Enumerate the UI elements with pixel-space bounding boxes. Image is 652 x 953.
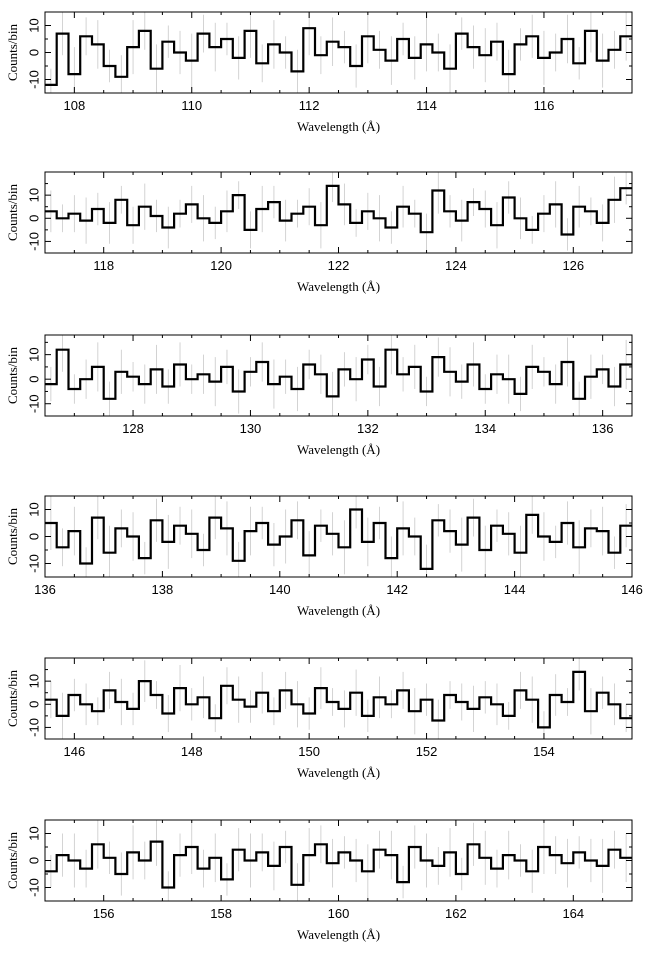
y-tick-label: 10 [27,674,42,688]
x-tick-label: 136 [592,421,614,436]
x-tick-label: 112 [299,98,320,113]
y-axis-label: Counts/bin [5,669,20,727]
y-tick-label: -10 [27,878,42,897]
y-axis-label: Counts/bin [5,183,20,241]
counts-step-line [45,184,632,236]
counts-step-line [45,670,632,729]
y-tick-label: -10 [27,70,42,89]
x-tick-label: 126 [562,258,584,273]
y-axis-label: Counts/bin [5,346,20,404]
y-tick-label: -10 [27,554,42,573]
x-axis-label: Wavelength (Å) [297,603,380,618]
y-tick-label: -10 [27,232,42,251]
x-tick-label: 154 [533,744,555,759]
x-tick-label: 164 [562,906,584,921]
plot-area [45,172,632,251]
y-tick-label: 0 [27,215,42,222]
plot-area [45,496,632,577]
x-tick-label: 158 [210,906,232,921]
y-tick-label: 0 [27,533,42,540]
x-tick-label: 146 [621,582,643,597]
y-axis-label: Counts/bin [5,831,20,889]
x-tick-label: 108 [63,98,85,113]
x-tick-label: 114 [416,98,437,113]
x-axis-label: Wavelength (Å) [297,442,380,457]
x-tick-label: 110 [181,98,202,113]
y-tick-label: 0 [27,49,42,56]
x-tick-label: 124 [445,258,467,273]
y-tick-label: -10 [27,394,42,413]
y-tick-label: 0 [27,701,42,708]
x-tick-label: 120 [210,258,232,273]
x-tick-label: 116 [534,98,555,113]
counts-step-line [45,27,632,86]
x-tick-label: 130 [240,421,262,436]
y-tick-label: 10 [27,826,42,840]
y-tick-label: 0 [27,376,42,383]
x-tick-label: 122 [328,258,350,273]
x-tick-label: 148 [181,744,203,759]
plot-area [45,12,632,93]
x-tick-label: 146 [63,744,85,759]
counts-step-line [45,508,632,570]
y-tick-label: 0 [27,857,42,864]
counts-step-line [45,348,632,400]
panel-5: 146 148 150 152 154 -10 0 10 Wavelength (Å) Count… [5,657,633,780]
x-tick-label: 118 [93,258,114,273]
x-axis-label: Wavelength (Å) [297,119,380,134]
x-axis-label: Wavelength (Å) [297,765,380,780]
x-tick-label: 162 [445,906,467,921]
x-tick-label: 156 [93,906,115,921]
y-tick-label: 10 [27,502,42,516]
x-tick-label: 128 [122,421,144,436]
x-tick-label: 160 [328,906,350,921]
x-axis-label: Wavelength (Å) [297,927,380,942]
x-tick-label: 152 [416,744,438,759]
panel-2: 118 120 122 124 126 -10 0 10 Wavelength (Å) Count… [5,171,633,294]
y-tick-label: -10 [27,718,42,737]
y-tick-label: 10 [27,188,42,202]
x-axis-label: Wavelength (Å) [297,279,380,294]
x-tick-label: 136 [34,582,56,597]
x-tick-label: 144 [504,582,526,597]
y-axis-label: Counts/bin [5,507,20,565]
plot-area [45,335,632,416]
x-tick-label: 134 [474,421,496,436]
y-axis-label: Counts/bin [5,23,20,81]
panel-1: 108 110 112 114 116 -10 0 10 Wavelength (Å) Count… [5,11,633,134]
counts-step-line [45,840,632,889]
panel-4: 136 138 140 142 144 146 -10 0 10 Wavelength (Å) Co… [5,495,643,618]
x-tick-label: 132 [357,421,379,436]
x-tick-label: 138 [152,582,174,597]
panel-3: 128 130 132 134 136 -10 0 10 Wavelength (Å) Count… [5,334,633,457]
x-tick-label: 150 [298,744,320,759]
plot-area [45,820,632,901]
panel-6: 156 158 160 162 164 -10 0 10 Wavelength (Å) Count… [5,819,633,942]
x-tick-label: 140 [269,582,291,597]
plot-area [45,658,632,739]
x-tick-label: 142 [386,582,408,597]
y-tick-label: 10 [27,347,42,361]
y-tick-label: 10 [27,18,42,32]
